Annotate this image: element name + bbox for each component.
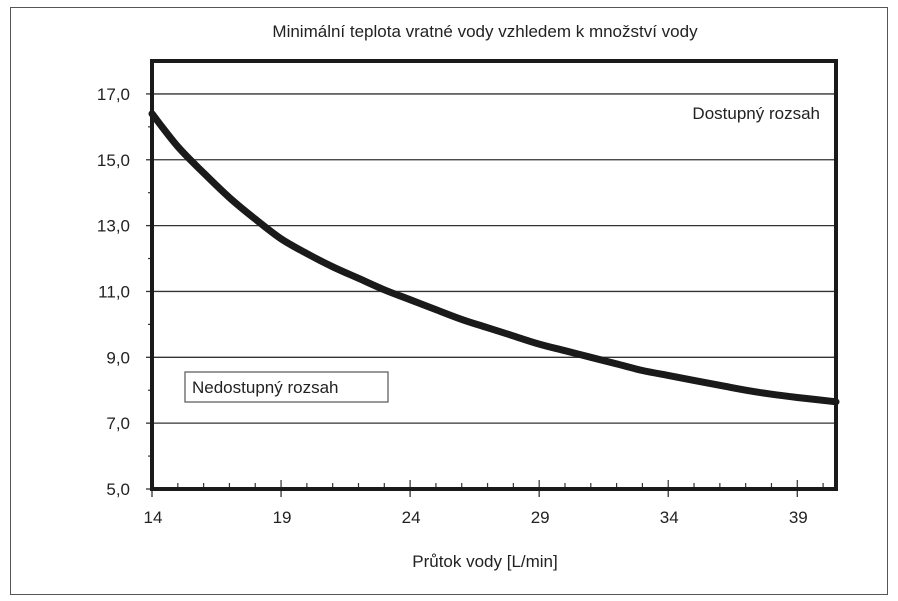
y-tick-label: 5,0 [106,480,130,499]
annotation-unavailable-range-box: Nedostupný rozsah [184,371,389,403]
annotation-available-range: Dostupný rozsah [692,104,820,123]
chart-frame [10,7,888,595]
y-tick-label: 11,0 [98,282,130,301]
x-tick-label: 14 [144,508,163,527]
y-tick-label: 15,0 [97,151,130,170]
grid-lines [152,93,836,424]
series-line [148,110,840,406]
x-tick-label: 39 [789,508,808,527]
x-tick-label: 34 [660,508,679,527]
minor-ticks [148,126,824,489]
y-axis-ticks: 5,0 7,0 9,0 11,0 13,0 15,0 17,0 [97,85,152,499]
chart-title: Minimální teplota vratné vody vzhledem k… [272,22,698,41]
x-axis-ticks: 14 19 24 29 34 39 [144,489,808,527]
x-tick-label: 19 [273,508,292,527]
y-tick-label: 9,0 [106,348,130,367]
x-tick-label: 24 [402,508,421,527]
x-tick-label: 29 [531,508,550,527]
annotation-unavailable-range: Nedostupný rozsah [192,378,338,397]
y-tick-label: 17,0 [97,85,130,104]
y-tick-label: 13,0 [97,217,130,236]
y-tick-label: 7,0 [106,414,130,433]
plot-area-border [150,59,838,491]
x-axis-label: Průtok vody [L/min] [412,552,558,571]
